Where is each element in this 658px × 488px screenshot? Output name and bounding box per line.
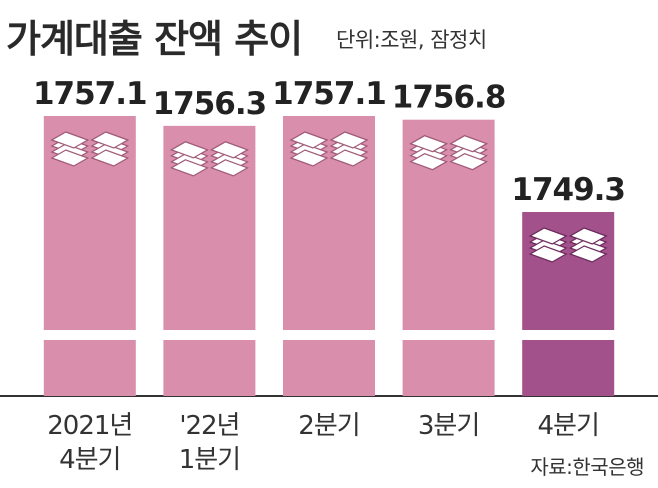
banknote-sheet (90, 149, 130, 167)
banknote-top (50, 131, 90, 149)
banknote-top (568, 227, 608, 245)
banknote-top (449, 135, 489, 153)
banknote-top (209, 141, 249, 159)
category-label: 2021년 (47, 411, 132, 441)
value-label: 1757.1 (272, 76, 386, 112)
value-label: 1756.3 (153, 86, 267, 122)
category-label: '22년 (179, 411, 239, 441)
banknote-sheet (409, 153, 449, 171)
banknote-sheet (209, 159, 249, 177)
stacked-banknotes-icon (50, 131, 130, 167)
banknote-top (169, 141, 209, 159)
chart-title: 가계대출 잔액 추이 (6, 17, 303, 61)
axis-break (282, 330, 376, 340)
banknote-top (90, 131, 130, 149)
banknote-sheet (449, 153, 489, 171)
banknote-sheet (329, 149, 369, 167)
banknote-top (409, 135, 449, 153)
banknote-top (329, 131, 369, 149)
category-label: 1분기 (179, 445, 240, 475)
banknote-sheet (169, 159, 209, 177)
banknote-top (289, 131, 329, 149)
value-label: 1757.1 (33, 76, 147, 112)
stacked-banknotes-icon (528, 227, 608, 263)
banknote-sheet (50, 149, 90, 167)
banknote-top (528, 227, 568, 245)
category-label: 4분기 (59, 445, 120, 475)
axis-break (521, 330, 616, 340)
value-label: 1756.8 (392, 80, 506, 116)
unit-note: 단위:조원, 잠정치 (336, 28, 487, 52)
category-label: 4분기 (538, 411, 599, 441)
banknote-sheet (568, 245, 608, 263)
axis-break (401, 330, 496, 340)
axis-break (42, 330, 137, 340)
category-label: 2분기 (298, 411, 359, 441)
stacked-banknotes-icon (289, 131, 369, 167)
category-label: 3분기 (418, 411, 479, 441)
stacked-banknotes-icon (409, 135, 489, 171)
value-label: 1749.3 (511, 172, 625, 208)
source-note: 자료:한국은행 (530, 455, 644, 479)
banknote-sheet (289, 149, 329, 167)
banknote-sheet (528, 245, 568, 263)
axis-break (162, 330, 257, 340)
stacked-banknotes-icon (169, 141, 249, 177)
